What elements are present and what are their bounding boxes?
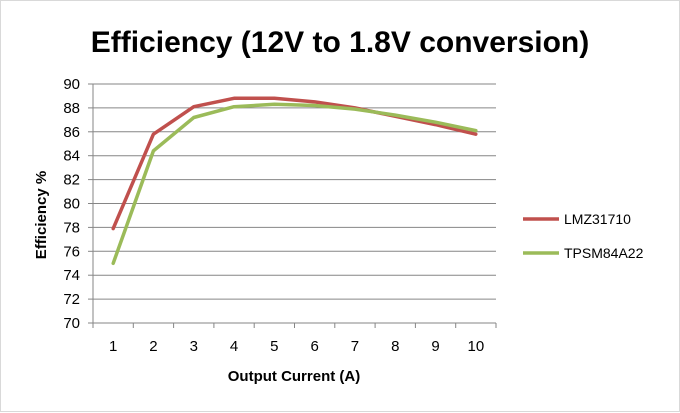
legend-label: LMZ31710 — [564, 211, 631, 227]
y-tick-label: 74 — [63, 267, 80, 284]
x-tick-label: 2 — [149, 338, 157, 355]
y-tick-label: 90 — [63, 76, 80, 93]
x-tick-label: 10 — [468, 338, 485, 355]
x-tick-label: 7 — [351, 338, 359, 355]
x-tick-label: 9 — [431, 338, 439, 355]
y-tick-label: 76 — [63, 243, 80, 260]
x-axis-label: Output Current (A) — [228, 368, 360, 385]
y-tick-label: 84 — [63, 148, 80, 165]
y-tick-label: 82 — [63, 172, 80, 189]
legend-label: TPSM84A22 — [564, 245, 644, 261]
x-tick-labels: 1 2 3 4 5 6 7 8 9 10 — [109, 338, 484, 355]
axes — [88, 83, 497, 328]
x-tick-label: 8 — [391, 338, 399, 355]
x-tick-label: 6 — [310, 338, 318, 355]
y-tick-label: 86 — [63, 124, 80, 141]
y-tick-label: 80 — [63, 196, 80, 213]
y-tick-label: 70 — [63, 315, 80, 332]
x-tick-label: 1 — [109, 338, 117, 355]
gridlines — [93, 83, 496, 300]
y-tick-label: 78 — [63, 219, 80, 236]
y-tick-label: 72 — [63, 291, 80, 308]
y-axis-label: Efficiency % — [33, 171, 50, 259]
series-line-tpsm84a22 — [111, 102, 478, 266]
y-tick-label: 88 — [63, 100, 80, 117]
x-tick-label: 3 — [190, 338, 198, 355]
chart-title: Efficiency (12V to 1.8V conversion) — [91, 26, 590, 59]
y-tick-labels: 70 72 74 76 78 80 82 84 86 88 90 — [63, 76, 80, 332]
x-tick-label: 5 — [270, 338, 278, 355]
series-line-lmz31710 — [111, 96, 478, 231]
legend: LMZ31710 TPSM84A22 — [523, 211, 644, 261]
series-lines — [111, 96, 478, 266]
x-tick-label: 4 — [230, 338, 238, 355]
